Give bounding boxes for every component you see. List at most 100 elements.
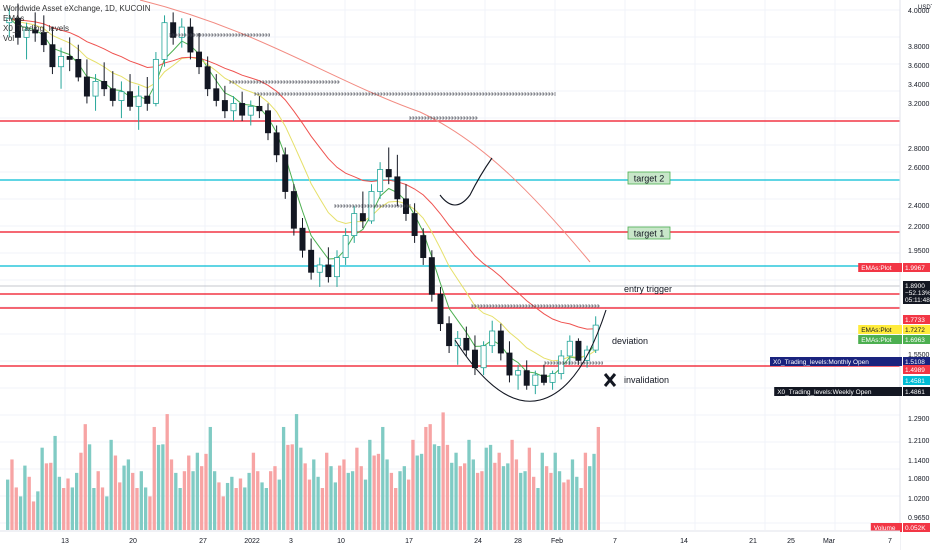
candle-body bbox=[506, 352, 513, 376]
volume-bar bbox=[105, 496, 109, 530]
legend-levels[interactable]: X0_Trading_levels bbox=[3, 24, 69, 33]
volume-bar bbox=[411, 439, 415, 530]
candle-body bbox=[489, 330, 496, 347]
price-label: 1.6963 EMAs:Plot bbox=[858, 335, 930, 344]
candle-body bbox=[402, 198, 409, 214]
price-label-text: 0.052K bbox=[905, 525, 926, 532]
candle-body bbox=[575, 340, 582, 361]
volume-bar bbox=[510, 439, 514, 530]
candle-body bbox=[308, 249, 315, 273]
volume-bar bbox=[415, 455, 419, 530]
ema-mid-line bbox=[9, 17, 596, 362]
volume-bar bbox=[135, 488, 139, 530]
price-label-tag-bg bbox=[774, 387, 902, 396]
volume-bar bbox=[230, 476, 234, 530]
candle-body bbox=[532, 374, 539, 386]
volume-bar bbox=[540, 452, 544, 530]
candle-body bbox=[351, 213, 358, 236]
volume-bar bbox=[536, 488, 540, 530]
volume-bar bbox=[79, 452, 83, 530]
volume-bar bbox=[243, 487, 247, 530]
volume-bar bbox=[208, 426, 212, 530]
volume-bar bbox=[579, 488, 583, 530]
ema-short-line bbox=[8, 17, 597, 378]
price-label-bg bbox=[903, 281, 930, 290]
volume-bar bbox=[66, 478, 70, 530]
price-label-bg bbox=[903, 357, 930, 366]
candle-body bbox=[14, 17, 21, 38]
volume-bar bbox=[592, 453, 596, 530]
volume-bar bbox=[53, 435, 57, 530]
volume-bar bbox=[156, 444, 161, 530]
volume-bar bbox=[419, 453, 424, 530]
annotation-box bbox=[627, 171, 671, 185]
grid bbox=[0, 0, 906, 530]
volume-bar bbox=[406, 479, 411, 530]
candle-body bbox=[480, 345, 487, 369]
volume-bar bbox=[195, 452, 200, 530]
volume-bar bbox=[497, 452, 501, 530]
candle-body bbox=[316, 264, 323, 273]
candle-body bbox=[394, 176, 401, 200]
legend-symbol[interactable]: Worldwide Asset eXchange, 1D, KUCOIN bbox=[3, 4, 151, 13]
candle-body bbox=[83, 76, 90, 97]
volume-bar bbox=[527, 447, 532, 530]
volume-bar bbox=[36, 491, 40, 530]
price-label-bg bbox=[903, 315, 930, 324]
price-label: 05:11:48 bbox=[903, 295, 930, 304]
legend-emas[interactable]: EMAs bbox=[3, 14, 25, 23]
price-label-tag-bg bbox=[858, 263, 902, 272]
volume-bar bbox=[131, 472, 135, 530]
volume-bar bbox=[217, 482, 221, 530]
volume-bar bbox=[381, 426, 385, 530]
volume-bar bbox=[359, 466, 363, 530]
volume-bar bbox=[519, 472, 523, 530]
price-tick-label: 0.9650 bbox=[908, 515, 930, 522]
volume-bar bbox=[83, 424, 87, 530]
price-label-bg bbox=[903, 263, 930, 272]
time-axis-bg bbox=[0, 531, 900, 550]
time-axis[interactable]: 13 20 27 2022 3 10 17 24 28 Feb 7 14 21 25 Mar 7 bbox=[0, 530, 900, 550]
candle-body bbox=[118, 91, 125, 101]
volume-bar bbox=[402, 466, 406, 530]
volume-bar bbox=[488, 444, 493, 530]
legend-vol[interactable]: Vol bbox=[3, 34, 15, 43]
candle-body bbox=[325, 264, 332, 278]
cup-curve bbox=[454, 309, 607, 402]
candle-body bbox=[290, 191, 297, 229]
volume-bar bbox=[471, 459, 475, 530]
candle-body bbox=[566, 340, 573, 357]
price-label-bg bbox=[903, 365, 930, 374]
price-tick-label: 3.6000 bbox=[908, 63, 930, 70]
price-axis[interactable]: 4.0000 3.8000 3.6000 3.4000 3.2000 2.8000 2.60… bbox=[770, 0, 932, 550]
volume-bar bbox=[424, 426, 428, 530]
volume-bar bbox=[570, 459, 575, 530]
annotation-invalidation: invalidation bbox=[624, 375, 669, 385]
price-label-text: 1.4989 bbox=[905, 367, 925, 374]
volume-bar bbox=[398, 471, 402, 530]
candle-body bbox=[385, 169, 392, 178]
volume-bar bbox=[333, 482, 337, 530]
volume-bar bbox=[588, 466, 592, 530]
price-label-tag: Volume bbox=[874, 525, 896, 532]
volume-bar bbox=[325, 452, 329, 530]
candle-body bbox=[540, 374, 547, 383]
volume-bar bbox=[350, 471, 355, 530]
invalidation-x-icon bbox=[603, 373, 617, 387]
candle-body bbox=[32, 29, 39, 34]
volume-bar bbox=[234, 488, 238, 530]
price-tick-label: 3.8000 bbox=[908, 44, 930, 51]
volume-bar bbox=[165, 414, 169, 530]
volume-bar bbox=[355, 447, 359, 530]
candle-body bbox=[178, 26, 185, 38]
volume-bar bbox=[251, 452, 256, 530]
price-label-bg bbox=[903, 325, 930, 334]
annotation-box bbox=[627, 226, 671, 240]
volume-bar bbox=[269, 471, 273, 530]
candle-body bbox=[265, 110, 271, 134]
volume-bar bbox=[549, 472, 553, 530]
candle-body bbox=[256, 105, 263, 112]
candle-body bbox=[273, 132, 280, 156]
candle-body bbox=[152, 58, 159, 104]
